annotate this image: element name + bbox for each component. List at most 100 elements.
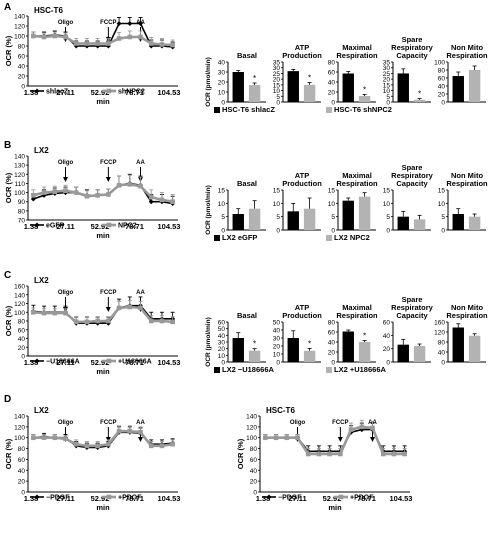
y-tick-label: 80 — [328, 320, 336, 327]
y-tick-label: 140 — [14, 414, 25, 421]
data-point — [106, 318, 111, 324]
y-tick-label: 40 — [250, 468, 258, 475]
y-tick-label: 120 — [14, 172, 25, 179]
data-point — [159, 42, 165, 47]
bar — [468, 335, 481, 362]
bar-y-axis-label: OCR (pmol/min) — [205, 57, 212, 106]
legend-marker — [106, 494, 112, 500]
y-tick-label: 40 — [18, 468, 26, 475]
y-tick-label: 60 — [250, 457, 258, 464]
y-tick-label: 40 — [438, 350, 446, 357]
line-legend: eGFP NPC2 — [30, 222, 137, 230]
injection-label: Oligo — [58, 160, 74, 166]
injection-arrow: FCCP — [100, 160, 117, 182]
subchart-title: Respiration — [446, 179, 488, 188]
data-point — [30, 196, 36, 202]
y-tick-label: 15 — [273, 82, 281, 89]
x-tick-label: 52.92 — [91, 222, 110, 231]
panel-d-left-line-chart: 0 20 40 60 80 100 120 140 1.38 27.11 52.92 78.71 104… — [4, 406, 180, 512]
subchart-title: Non Mito — [451, 171, 483, 180]
y-tick-label: 0 — [221, 228, 225, 235]
cell-line-title: HSC-T6 — [266, 406, 295, 415]
data-point — [273, 435, 279, 441]
data-point — [305, 451, 311, 457]
y-tick-label: 0 — [441, 228, 445, 235]
y-tick-label: 10 — [328, 201, 336, 208]
y-tick-label: 15 — [218, 188, 226, 195]
data-point — [170, 441, 175, 447]
bar — [413, 99, 426, 102]
y-tick-label: 30 — [218, 340, 226, 347]
y-tick-label: 20 — [218, 346, 226, 353]
y-axis-label: OCR (%) — [4, 438, 13, 469]
arrow-head — [63, 177, 68, 182]
data-point — [106, 441, 111, 447]
cell-line-title: LX2 — [34, 146, 49, 155]
x-tick-label: 27.11 — [56, 358, 74, 367]
y-tick-label: 60 — [18, 327, 26, 334]
y-tick-label: 80 — [328, 60, 336, 67]
y-tick-label: 40 — [328, 80, 336, 87]
x-tick-label: 78.71 — [125, 88, 144, 97]
bar — [413, 346, 426, 362]
data-point — [138, 183, 143, 189]
legend-label: LX2 eGFP — [222, 233, 257, 242]
data-point — [52, 310, 58, 316]
subchart-title: Non Mito — [451, 303, 483, 312]
y-tick-label: 30 — [273, 336, 281, 343]
y-tick-label: 100 — [14, 34, 25, 41]
subchart-title: Respiration — [446, 311, 488, 320]
y-tick-label: 40 — [273, 328, 281, 335]
x-tick-label: 1.38 — [24, 494, 39, 503]
y-tick-label: 60 — [328, 70, 336, 77]
line-legend: shlacZ shNPC2 — [30, 88, 145, 96]
legend-label: shNPC2 — [118, 89, 145, 96]
y-tick-label: 80 — [438, 340, 446, 347]
data-point — [127, 21, 133, 26]
legend-label: −PDGF — [278, 495, 302, 502]
y-tick-label: 0 — [221, 100, 225, 107]
bar-subchart: Basal 0 10 20 30 40 * — [218, 51, 266, 107]
subchart-title: Basal — [237, 311, 257, 320]
data-point — [73, 441, 79, 447]
subchart-title: Capacity — [396, 311, 428, 320]
data-point — [127, 182, 133, 187]
line-legend: −U18666A +U18666A — [30, 358, 152, 366]
data-point — [73, 41, 79, 46]
data-point — [170, 319, 175, 325]
subchart-title: Spare — [402, 35, 423, 44]
data-point — [127, 34, 133, 40]
x-tick-label: 104.53 — [158, 494, 181, 503]
y-axis-label: OCR (%) — [236, 438, 245, 469]
y-tick-label: 60 — [328, 330, 336, 337]
data-point — [380, 451, 386, 457]
y-tick-label: 20 — [18, 345, 26, 352]
subchart-title: Respiration — [336, 311, 378, 320]
data-point — [63, 188, 68, 194]
y-tick-label: 5 — [441, 214, 445, 221]
legend-swatch — [326, 367, 332, 373]
y-tick-label: 100 — [246, 435, 257, 442]
legend-label: LX2 NPC2 — [334, 233, 370, 242]
legend-marker — [34, 358, 40, 364]
data-point — [52, 33, 58, 39]
y-tick-label: 15 — [273, 188, 281, 195]
data-point — [84, 41, 90, 46]
bar — [248, 208, 261, 230]
legend-marker — [266, 494, 272, 500]
legend-label: NPC2 — [118, 223, 137, 230]
y-tick-label: 40 — [383, 333, 391, 340]
injection-label: AA — [136, 160, 145, 166]
y-tick-label: 60 — [218, 320, 226, 327]
series-treatment — [31, 174, 175, 205]
data-point — [95, 318, 100, 324]
bar — [468, 216, 481, 230]
series-line — [265, 428, 405, 453]
x-tick-label: 104.53 — [158, 222, 181, 231]
legend-swatch — [326, 107, 332, 113]
